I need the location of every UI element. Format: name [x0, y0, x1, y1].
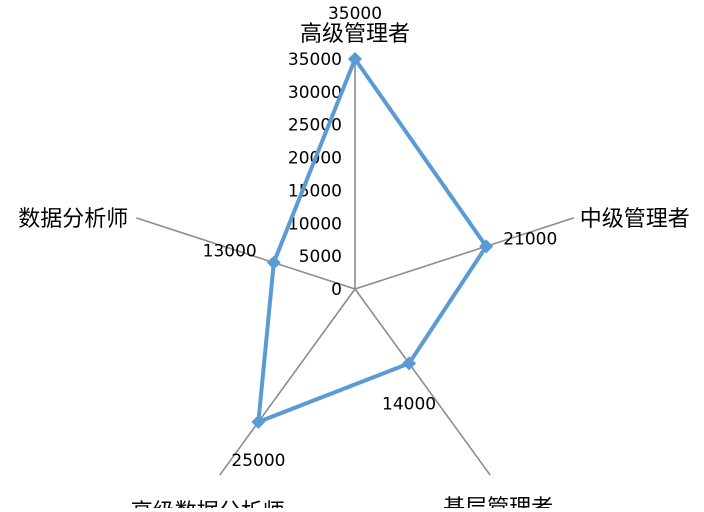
- data-point-4: [251, 414, 266, 429]
- series-polygon: [256, 54, 489, 425]
- data-point-1: [348, 52, 362, 66]
- axis-spoke-4: [219, 288, 356, 476]
- axis-spoke-2: [354, 217, 574, 290]
- axes-layer: [136, 59, 574, 476]
- category-label-3: 基层管理者: [443, 496, 553, 508]
- data-point-3: [402, 356, 417, 371]
- category-label-1: 高级管理者: [300, 22, 410, 47]
- tick-label-10000: 10000: [288, 214, 342, 234]
- data-label-4: 25000: [231, 451, 285, 471]
- labels-layer: 35000 21000 14000 25000 13000 高级管理者中级管理者基层管理者…: [18, 4, 690, 512]
- data-label-2: 21000: [503, 229, 557, 249]
- tick-label-35000: 35000: [288, 50, 342, 70]
- series-layer: [251, 52, 494, 429]
- data-point-2: [479, 239, 494, 254]
- tick-label-25000: 25000: [288, 116, 342, 136]
- data-label-1: 35000: [328, 4, 382, 24]
- data-label-3: 14000: [382, 394, 436, 414]
- data-label-5: 13000: [203, 242, 257, 262]
- tick-label-5000: 5000: [299, 247, 342, 267]
- axis-spoke-5: [136, 217, 356, 290]
- tick-label-15000: 15000: [288, 181, 342, 201]
- category-label-4: 高级数据分析师: [131, 500, 285, 508]
- category-label-5: 数据分析师: [18, 207, 128, 232]
- data-point-5: [266, 255, 281, 270]
- axis-spoke-3: [354, 288, 491, 476]
- category-label-2: 中级管理者: [580, 207, 690, 232]
- tick-label-30000: 30000: [288, 83, 342, 103]
- tick-label-0: 0: [331, 280, 342, 300]
